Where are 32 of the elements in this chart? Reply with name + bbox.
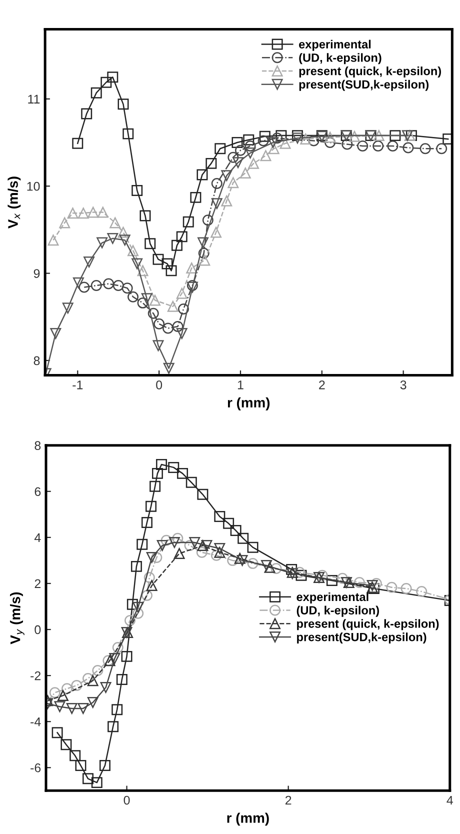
legend-label: present(SUD,k-epsilon) [297, 632, 426, 644]
legend-label: present (quick, k-epsilon) [297, 619, 439, 630]
y-tick-label: -6 [30, 763, 41, 772]
y-tick-label: 10 [27, 182, 40, 191]
x-tick-label: 4 [446, 796, 453, 805]
y-tick-label: 0 [34, 625, 41, 634]
legend-label: (UD, k-epsilon) [299, 53, 382, 64]
legend-label: present(SUD,k-epsilon) [299, 80, 429, 91]
x-tick-label: 0 [124, 796, 130, 805]
x-tick-label: 2 [285, 796, 292, 805]
x-tick-label: 1 [238, 380, 244, 390]
x-tick-label: -1 [72, 380, 83, 390]
y-tick-label: -4 [30, 718, 41, 726]
x-tick-label: 3 [400, 380, 406, 390]
legend-label: (UD, k-epsilon) [296, 606, 379, 617]
legend-label: experimental [296, 592, 368, 604]
y-axis-title: V$_{y}$ (m/s) [10, 592, 24, 644]
legend-label: experimental [299, 40, 371, 51]
x-axis-title: r (mm) [227, 812, 269, 826]
x-tick-label: 2 [319, 380, 325, 390]
x-tick-label: 0 [156, 380, 162, 390]
y-tick-label: 11 [28, 94, 40, 104]
y-axis-title: V$_{x}$ (m/s) [8, 176, 21, 228]
y-tick-label: 9 [34, 269, 40, 278]
y-tick-label: -2 [30, 671, 41, 680]
y-tick-label: 8 [34, 356, 40, 366]
y-tick-label: 4 [34, 533, 41, 542]
x-axis-title: r (mm) [228, 397, 270, 410]
y-tick-label: 8 [34, 441, 41, 450]
y-tick-label: 2 [34, 579, 41, 588]
legend-label: present (quick, k-epsilon) [299, 66, 441, 78]
y-tick-label: 6 [34, 487, 41, 496]
